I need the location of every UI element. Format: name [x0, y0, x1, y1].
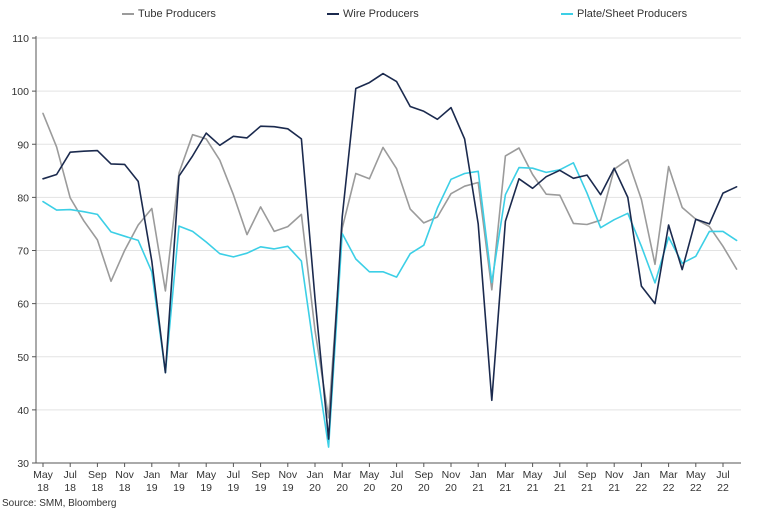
legend-swatch-wire [327, 13, 339, 15]
axes [32, 36, 741, 467]
x-tick-label-year: 19 [146, 482, 158, 494]
x-tick-label-year: 22 [717, 482, 729, 494]
x-tick-label-month: Nov [442, 469, 461, 481]
x-tick-label-month: Jul [553, 469, 566, 481]
x-tick-label-year: 18 [92, 482, 104, 494]
x-tick-labels: May18Jul18Sep18Nov18Jan19Mar19May19Jul19… [33, 469, 730, 494]
series-line-plate-sheet-producers [42, 162, 738, 448]
x-tick-label-month: Jan [470, 469, 487, 481]
x-tick-label-month: Mar [660, 469, 679, 481]
x-tick-label-year: 21 [527, 482, 539, 494]
x-tick-label-year: 19 [228, 482, 240, 494]
x-tick-label-month: Sep [414, 469, 433, 481]
x-tick-label-month: Sep [578, 469, 597, 481]
legend-item-tube: Tube Producers [122, 6, 216, 22]
x-tick-label-year: 22 [663, 482, 675, 494]
source-note: Source: SMM, Bloomberg [2, 498, 117, 509]
x-tick-label-year: 19 [282, 482, 294, 494]
y-tick-label: 30 [17, 458, 29, 470]
x-tick-label-month: Jan [633, 469, 650, 481]
x-tick-label-year: 21 [554, 482, 566, 494]
legend-item-wire: Wire Producers [327, 6, 419, 22]
x-tick-label-month: Mar [333, 469, 352, 481]
x-tick-label-month: Nov [115, 469, 134, 481]
x-tick-label-year: 18 [37, 482, 49, 494]
gridlines [36, 37, 741, 411]
x-tick-label-month: May [686, 469, 707, 481]
y-tick-label: 110 [12, 33, 29, 45]
x-tick-label-month: May [523, 469, 544, 481]
series-lines [42, 72, 738, 448]
x-tick-label-month: Nov [605, 469, 624, 481]
x-tick-label-month: Jul [716, 469, 729, 481]
x-tick-label-year: 20 [418, 482, 430, 494]
x-tick-label-year: 22 [636, 482, 648, 494]
x-tick-label-year: 20 [336, 482, 348, 494]
x-tick-label-month: Mar [496, 469, 515, 481]
y-tick-label: 100 [11, 86, 29, 98]
x-tick-label-month: Jul [227, 469, 240, 481]
x-tick-label-year: 18 [64, 482, 76, 494]
x-tick-label-month: Sep [251, 469, 270, 481]
x-tick-label-year: 19 [173, 482, 185, 494]
x-tick-label-year: 21 [581, 482, 593, 494]
x-tick-label-month: Jan [307, 469, 324, 481]
x-tick-label-year: 19 [255, 482, 267, 494]
y-tick-label: 40 [17, 405, 29, 417]
y-tick-label: 50 [17, 352, 29, 364]
x-tick-label-year: 20 [445, 482, 457, 494]
x-tick-label-year: 18 [119, 482, 131, 494]
x-tick-label-month: Mar [170, 469, 189, 481]
x-tick-label-month: Jan [143, 469, 160, 481]
y-tick-label: 70 [17, 246, 29, 258]
series-line-wire-producers [42, 72, 738, 440]
x-tick-label-year: 21 [608, 482, 620, 494]
y-tick-label: 60 [17, 299, 29, 311]
x-tick-label-month: May [33, 469, 54, 481]
x-tick-label-year: 21 [500, 482, 512, 494]
x-tick-label-year: 20 [391, 482, 403, 494]
x-tick-label-year: 21 [472, 482, 484, 494]
x-tick-label-year: 20 [309, 482, 321, 494]
y-tick-labels: 30 40 50 60 70 80 90 100 110 [11, 33, 29, 470]
legend-swatch-plate [561, 13, 573, 15]
x-tick-label-year: 19 [200, 482, 212, 494]
legend-label-plate: Plate/Sheet Producers [577, 8, 688, 20]
x-tick-label-month: May [196, 469, 217, 481]
legend-label-tube: Tube Producers [138, 8, 216, 20]
series-line-tube-producers [42, 112, 738, 419]
x-tick-label-month: Jul [63, 469, 76, 481]
legend-label-wire: Wire Producers [343, 8, 419, 20]
x-tick-label-year: 20 [364, 482, 376, 494]
x-tick-label-month: Jul [390, 469, 403, 481]
x-tick-label-month: Nov [278, 469, 297, 481]
x-tick-label-month: Sep [88, 469, 107, 481]
legend-swatch-tube [122, 13, 134, 15]
x-tick-label-year: 22 [690, 482, 702, 494]
y-tick-label: 80 [17, 192, 29, 204]
x-tick-label-month: May [359, 469, 380, 481]
y-tick-label: 90 [17, 139, 29, 151]
legend-item-plate: Plate/Sheet Producers [561, 6, 687, 22]
